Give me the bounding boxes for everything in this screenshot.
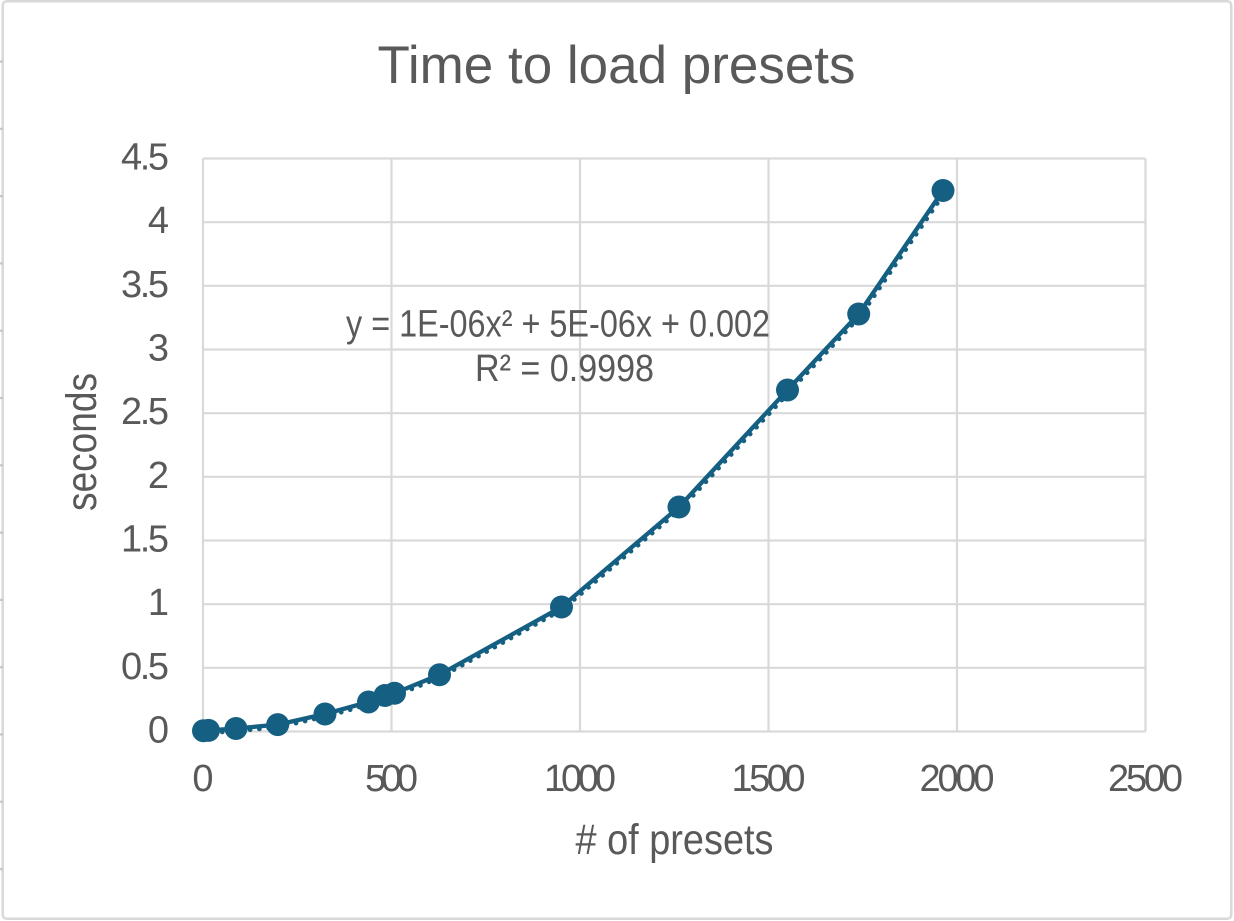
- svg-text:0: 0: [192, 758, 213, 800]
- svg-text:2: 2: [148, 455, 169, 497]
- svg-text:0: 0: [148, 710, 169, 752]
- svg-text:1: 1: [148, 582, 169, 624]
- svg-text:0.5: 0.5: [121, 646, 169, 688]
- svg-text:3.5: 3.5: [121, 264, 169, 306]
- svg-text:2.5: 2.5: [121, 391, 169, 433]
- svg-text:Time to load presets: Time to load presets: [378, 36, 856, 95]
- svg-text:2000: 2000: [920, 758, 995, 800]
- svg-text:seconds: seconds: [58, 373, 106, 511]
- svg-text:4.5: 4.5: [121, 137, 169, 179]
- svg-text:2500: 2500: [1108, 758, 1183, 800]
- svg-text:1000: 1000: [544, 758, 616, 800]
- svg-text:# of presets: # of presets: [576, 816, 774, 864]
- svg-text:3: 3: [148, 328, 169, 370]
- svg-text:4: 4: [148, 200, 169, 242]
- svg-text:R² = 0.9998: R² = 0.9998: [475, 348, 654, 390]
- svg-text:500: 500: [365, 758, 418, 800]
- svg-text:1.5: 1.5: [121, 519, 169, 561]
- svg-text:y = 1E-06x² + 5E-06x + 0.002: y = 1E-06x² + 5E-06x + 0.002: [346, 304, 770, 346]
- svg-text:1500: 1500: [732, 758, 806, 800]
